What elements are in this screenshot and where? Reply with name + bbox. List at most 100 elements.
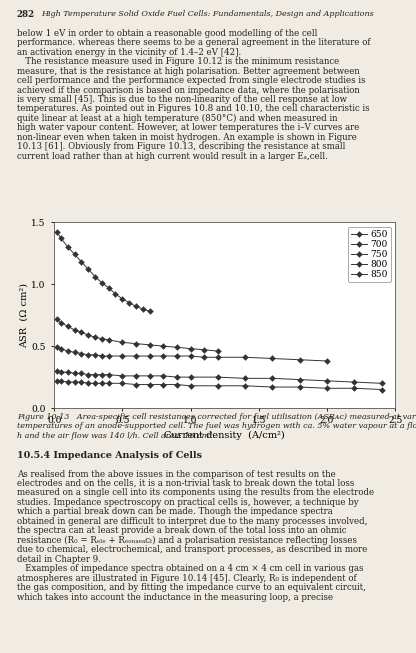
850: [324, 385, 329, 392]
700: [215, 347, 220, 355]
Line: 850: 850: [55, 379, 384, 392]
Text: Examples of impedance spectra obtained on a 4 cm × 4 cm cell in various gas: Examples of impedance spectra obtained o…: [17, 564, 363, 573]
800: [92, 371, 97, 379]
850: [379, 385, 384, 393]
Text: an activation energy in the vicinity of 1.4–2 eV [42].: an activation energy in the vicinity of …: [17, 48, 241, 57]
Text: non-linear even when taken in moist hydrogen. An example is shown in Figure: non-linear even when taken in moist hydr…: [17, 133, 357, 142]
Text: h and the air flow was 140 l/h. Cell area: 16 cm².: h and the air flow was 140 l/h. Cell are…: [17, 432, 215, 439]
Text: measured on a single cell into its components using the results from the electro: measured on a single cell into its compo…: [17, 488, 374, 498]
Text: the gas composition, and by fitting the impedance curve to an equivalent circuit: the gas composition, and by fitting the …: [17, 583, 366, 592]
700: [106, 336, 111, 343]
Line: 650: 650: [55, 230, 152, 313]
850: [270, 383, 275, 391]
800: [379, 379, 384, 387]
Text: which takes into account the inductance in the measuring loop, a precise: which takes into account the inductance …: [17, 593, 333, 601]
800: [58, 368, 63, 376]
750: [147, 352, 152, 360]
Text: 10.13 [61]. Obviously from Figure 10.13, describing the resistance at small: 10.13 [61]. Obviously from Figure 10.13,…: [17, 142, 345, 151]
800: [54, 367, 59, 375]
750: [202, 353, 207, 361]
800: [147, 372, 152, 380]
Text: performance. whereas there seems to be a general agreement in the literature of: performance. whereas there seems to be a…: [17, 38, 370, 47]
800: [270, 374, 275, 382]
750: [243, 353, 248, 361]
750: [72, 349, 77, 357]
700: [134, 340, 139, 347]
700: [174, 343, 179, 351]
700: [161, 342, 166, 350]
750: [106, 352, 111, 360]
700: [92, 334, 97, 342]
Text: current load rather than at high current would result in a larger Eₐ,cell.: current load rather than at high current…: [17, 152, 327, 161]
750: [161, 352, 166, 360]
800: [65, 368, 70, 376]
750: [86, 351, 91, 358]
800: [99, 371, 104, 379]
850: [92, 379, 97, 387]
850: [106, 379, 111, 387]
700: [86, 331, 91, 339]
650: [92, 273, 97, 281]
750: [120, 352, 125, 360]
850: [174, 381, 179, 389]
650: [72, 250, 77, 258]
Text: detail in Chapter 9.: detail in Chapter 9.: [17, 555, 101, 564]
Text: measure, that is the resistance at high polarisation. Better agreement between: measure, that is the resistance at high …: [17, 67, 359, 76]
650: [126, 299, 131, 307]
800: [72, 370, 77, 377]
850: [79, 378, 84, 386]
850: [58, 377, 63, 385]
650: [54, 228, 59, 236]
750: [297, 356, 302, 364]
750: [54, 343, 59, 351]
Text: studies. Impedance spectroscopy on practical cells is, however, a technique by: studies. Impedance spectroscopy on pract…: [17, 498, 358, 507]
800: [215, 374, 220, 381]
650: [79, 258, 84, 266]
700: [99, 335, 104, 343]
800: [174, 374, 179, 381]
Text: temperatures. As pointed out in Figures 10.8 and 10.10, the cell characteristic : temperatures. As pointed out in Figures …: [17, 104, 369, 114]
750: [188, 352, 193, 360]
800: [324, 377, 329, 385]
750: [92, 351, 97, 358]
700: [188, 345, 193, 353]
700: [202, 346, 207, 354]
850: [65, 378, 70, 386]
800: [243, 374, 248, 382]
650: [99, 279, 104, 287]
850: [188, 382, 193, 390]
650: [106, 284, 111, 292]
800: [86, 371, 91, 379]
Text: below 1 eV in order to obtain a reasonable good modelling of the cell: below 1 eV in order to obtain a reasonab…: [17, 29, 317, 38]
700: [54, 315, 59, 323]
Line: 700: 700: [55, 317, 220, 353]
750: [215, 353, 220, 361]
700: [120, 338, 125, 346]
650: [58, 234, 63, 242]
750: [174, 352, 179, 360]
Text: resistance (R₀ = Rₑₗₑ + Rₑₒₙₐₑₐᴄₜ) and a polarisation resistance reflecting loss: resistance (R₀ = Rₑₗₑ + Rₑₒₙₐₑₐᴄₜ) and a…: [17, 535, 357, 545]
750: [58, 345, 63, 353]
800: [188, 374, 193, 381]
650: [147, 308, 152, 315]
800: [120, 372, 125, 380]
800: [352, 378, 357, 386]
850: [86, 379, 91, 387]
Text: The resistance measure used in Figure 10.12 is the minimum resistance: The resistance measure used in Figure 10…: [17, 57, 339, 66]
650: [113, 290, 118, 298]
Text: temperatures of an anode-supported cell. The fuel was hydrogen with ca. 5% water: temperatures of an anode-supported cell.…: [17, 422, 416, 430]
Text: As realised from the above issues in the comparison of test results on the: As realised from the above issues in the…: [17, 470, 335, 479]
Text: Figure 10.13   Area-specific cell resistances corrected for fuel utilisation (AS: Figure 10.13 Area-specific cell resistan…: [17, 413, 416, 421]
650: [140, 305, 145, 313]
Text: cell performance and the performance expected from single electrode studies is: cell performance and the performance exp…: [17, 76, 365, 85]
750: [79, 349, 84, 357]
Text: 10.5.4 Impedance Analysis of Cells: 10.5.4 Impedance Analysis of Cells: [17, 451, 202, 460]
750: [324, 357, 329, 365]
Text: achieved if the comparison is based on impedance data, where the polarisation: achieved if the comparison is based on i…: [17, 86, 359, 95]
Text: High Temperature Solid Oxide Fuel Cells: Fundamentals, Design and Applications: High Temperature Solid Oxide Fuel Cells:…: [42, 10, 374, 18]
800: [106, 371, 111, 379]
800: [79, 370, 84, 377]
850: [54, 377, 59, 385]
750: [270, 355, 275, 362]
X-axis label: Current density  (A/cm²): Current density (A/cm²): [164, 431, 285, 440]
